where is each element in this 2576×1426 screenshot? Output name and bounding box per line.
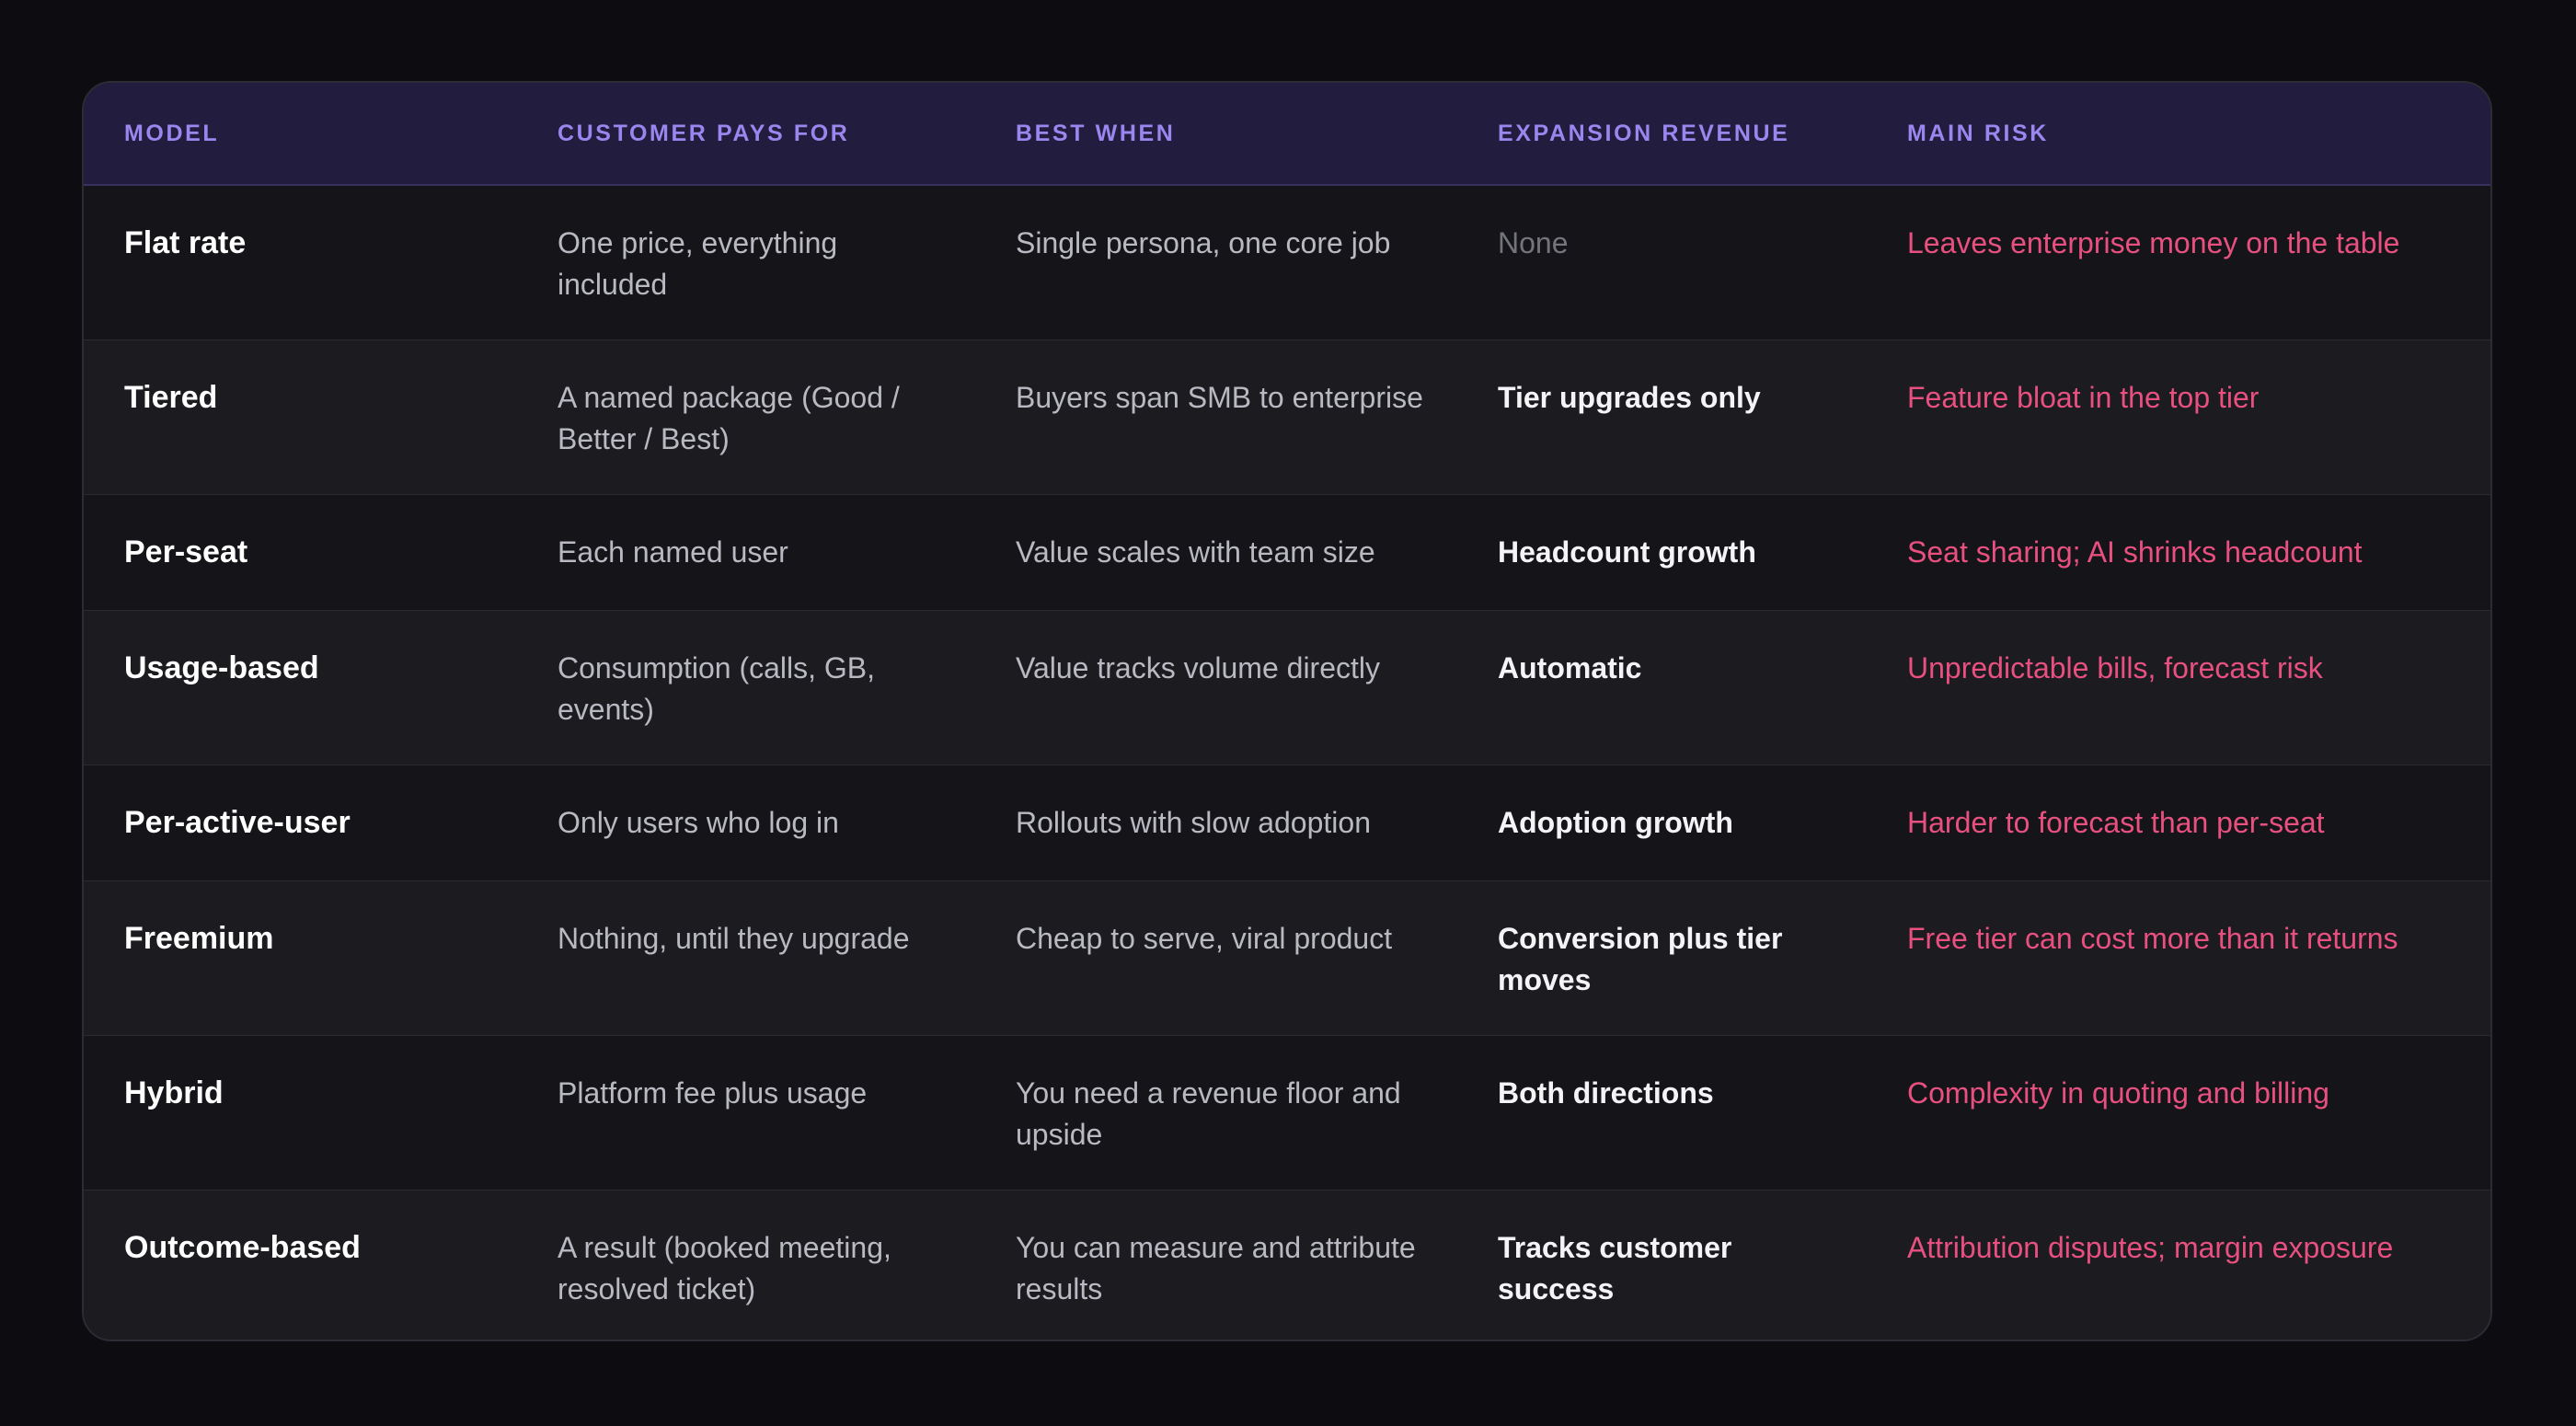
best-when-cell: Single persona, one core job [1016, 226, 1391, 259]
table-row: Per-seat Each named user Value scales wi… [84, 493, 2490, 610]
column-header-main-risk: Main risk [1867, 83, 2490, 186]
column-header-customer-pays-for: Customer pays for [517, 83, 975, 186]
table-row: Tiered A named package (Good / Better / … [84, 339, 2490, 494]
column-header-expansion-revenue: Expansion revenue [1457, 83, 1867, 186]
expansion-cell: Headcount growth [1457, 493, 1867, 610]
risk-cell: Free tier can cost more than it returns [1867, 880, 2490, 1035]
pricing-models-table: Model Customer pays for Best when Expans… [84, 83, 2490, 1340]
risk-cell: Attribution disputes; margin exposure [1867, 1189, 2490, 1340]
risk-cell: Unpredictable bills, forecast risk [1867, 609, 2490, 765]
risk-cell: Leaves enterprise money on the table [1907, 226, 2400, 259]
expansion-cell: Both directions [1457, 1034, 1867, 1190]
model-cell: Tiered [84, 339, 517, 494]
model-cell: Usage-based [84, 609, 517, 765]
best-when-cell: Value scales with team size [975, 493, 1457, 610]
risk-cell: Harder to forecast than per-seat [1867, 764, 2490, 880]
pays-for-cell: A named package (Good / Better / Best) [517, 339, 975, 494]
model-cell: Outcome-based [84, 1189, 517, 1340]
table-row: Freemium Nothing, until they upgrade Che… [84, 880, 2490, 1035]
pricing-models-table-card: Model Customer pays for Best when Expans… [82, 81, 2492, 1341]
model-cell: Per-seat [84, 493, 517, 610]
pays-for-cell: Platform fee plus usage [517, 1034, 975, 1190]
risk-cell: Complexity in quoting and billing [1867, 1034, 2490, 1190]
expansion-cell: Conversion plus tier moves [1457, 880, 1867, 1035]
model-cell: Freemium [84, 880, 517, 1035]
risk-cell: Feature bloat in the top tier [1867, 339, 2490, 494]
model-cell: Hybrid [84, 1034, 517, 1190]
column-header-best-when: Best when [975, 83, 1457, 186]
table-row: Usage-based Consumption (calls, GB, even… [84, 609, 2490, 765]
table-row: Outcome-based A result (booked meeting, … [84, 1189, 2490, 1340]
expansion-cell: Tracks customer success [1457, 1189, 1867, 1340]
pays-for-cell: Only users who log in [517, 764, 975, 880]
pays-for-cell: One price, everything included [558, 226, 838, 301]
column-header-model: Model [84, 83, 517, 186]
risk-cell: Seat sharing; AI shrinks headcount [1867, 493, 2490, 610]
table-header-row: Model Customer pays for Best when Expans… [84, 83, 2490, 186]
best-when-cell: Buyers span SMB to enterprise [975, 339, 1457, 494]
best-when-cell: Rollouts with slow adoption [975, 764, 1457, 880]
expansion-cell: Tier upgrades only [1457, 339, 1867, 494]
pays-for-cell: Consumption (calls, GB, events) [517, 609, 975, 765]
model-cell: Per-active-user [84, 764, 517, 880]
model-cell: Flat rate [124, 225, 247, 260]
best-when-cell: You need a revenue floor and upside [975, 1034, 1457, 1190]
best-when-cell: You can measure and attribute results [975, 1189, 1457, 1340]
pays-for-cell: Each named user [517, 493, 975, 610]
best-when-cell: Value tracks volume directly [975, 609, 1457, 765]
table-row: Hybrid Platform fee plus usage You need … [84, 1034, 2490, 1190]
expansion-cell: Automatic [1457, 609, 1867, 765]
pays-for-cell: Nothing, until they upgrade [517, 880, 975, 1035]
expansion-cell: Adoption growth [1457, 764, 1867, 880]
best-when-cell: Cheap to serve, viral product [975, 880, 1457, 1035]
pays-for-cell: A result (booked meeting, resolved ticke… [517, 1189, 975, 1340]
table-row: Flat rate One price, everything included… [84, 185, 2490, 339]
table-row: Per-active-user Only users who log in Ro… [84, 764, 2490, 880]
expansion-cell: None [1498, 226, 1569, 259]
